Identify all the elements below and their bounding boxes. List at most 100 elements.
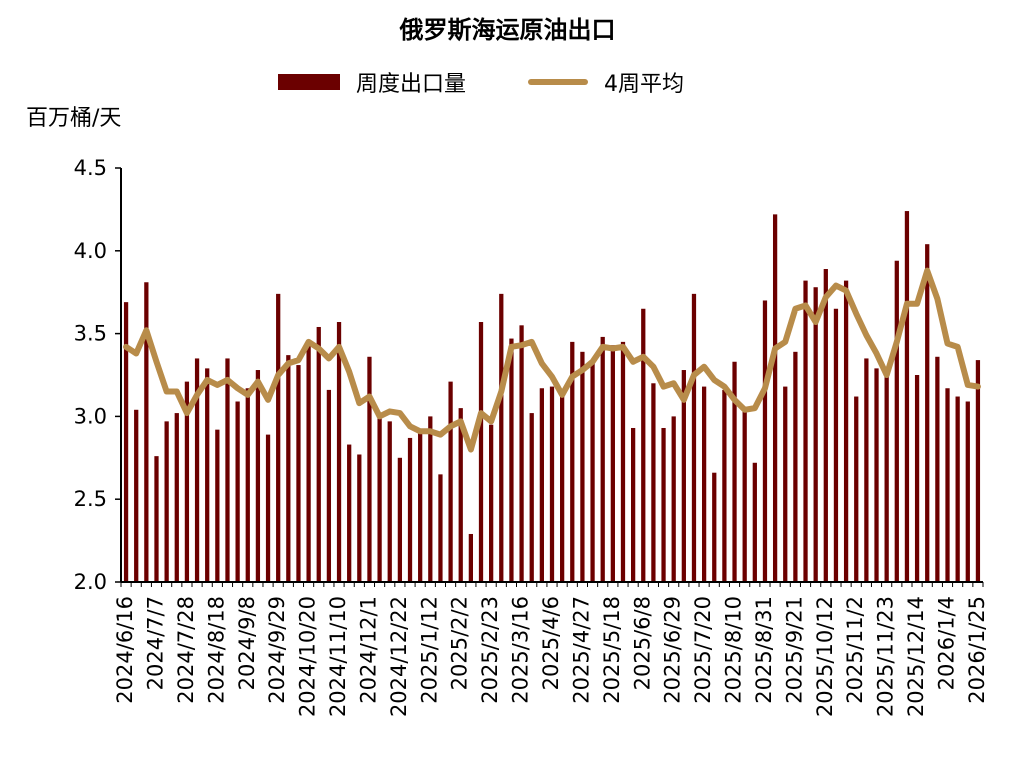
bar <box>539 388 544 582</box>
bar <box>134 409 139 582</box>
bar <box>793 351 798 582</box>
x-tick-label: 2025/2/23 <box>478 596 502 704</box>
x-tick-label: 2024/12/1 <box>356 596 380 704</box>
x-tick-label: 2025/12/14 <box>904 596 928 717</box>
x-tick-label: 2025/6/29 <box>661 596 685 704</box>
bar <box>387 421 392 582</box>
bar <box>174 413 179 582</box>
x-tick-label: 2025/5/18 <box>600 596 624 704</box>
bar <box>448 381 453 582</box>
bar <box>316 326 321 582</box>
legend-item-avg: 4周平均 <box>528 66 684 98</box>
bar <box>620 341 626 582</box>
bar <box>864 358 869 582</box>
bar <box>509 338 514 582</box>
bar <box>691 293 697 582</box>
y-tick-label: 3.5 <box>74 322 107 346</box>
bar <box>651 383 656 582</box>
x-tick-label: 2024/7/7 <box>143 596 167 690</box>
bar <box>255 370 261 582</box>
x-tick-label: 2025/9/21 <box>782 596 806 704</box>
bar <box>661 427 666 582</box>
series-line-4wk-avg <box>123 267 981 453</box>
legend-item-weekly: 周度出口量 <box>278 66 466 98</box>
x-tick-label: 2025/8/10 <box>722 596 746 704</box>
y-tick-label: 2.0 <box>74 570 107 594</box>
legend-label-weekly: 周度出口量 <box>356 72 467 97</box>
x-tick-label: 2026/1/25 <box>965 596 989 704</box>
x-tick-label: 2025/4/27 <box>569 596 593 704</box>
bar <box>225 358 230 582</box>
bar <box>326 389 332 582</box>
y-tick-label: 4.0 <box>74 239 107 263</box>
bar <box>164 421 169 582</box>
bar <box>245 388 250 582</box>
bar <box>357 454 362 582</box>
legend: 周度出口量 4周平均 <box>278 66 684 98</box>
x-tick-label: 2025/7/20 <box>691 596 715 704</box>
bar <box>681 370 686 582</box>
bar <box>570 341 575 582</box>
bar <box>884 370 889 582</box>
bar <box>671 416 676 582</box>
bar <box>519 325 524 582</box>
x-tick-label: 2025/4/6 <box>539 596 563 690</box>
bar <box>610 345 615 582</box>
bar <box>235 401 240 582</box>
x-tick-label: 2025/2/2 <box>448 596 472 690</box>
bar <box>843 280 849 582</box>
bar <box>813 287 818 582</box>
bar <box>144 282 149 582</box>
bar <box>712 472 717 582</box>
bar <box>468 533 473 582</box>
x-tick-label: 2025/8/31 <box>752 596 776 704</box>
bar <box>925 244 930 582</box>
bar <box>600 336 605 582</box>
x-tick-label: 2024/6/16 <box>113 596 137 704</box>
bar <box>742 408 747 582</box>
x-tick-label: 2024/8/18 <box>204 596 228 704</box>
bar <box>560 396 565 582</box>
x-tick-label: 2025/11/23 <box>874 596 898 717</box>
x-tick-label: 2024/7/28 <box>174 596 198 704</box>
x-tick-label: 2024/12/22 <box>387 596 411 717</box>
bar <box>894 260 899 582</box>
bar <box>306 340 311 582</box>
bar <box>123 302 129 582</box>
bar <box>580 351 585 582</box>
bar <box>641 308 646 582</box>
x-tick-label: 2024/10/20 <box>296 596 320 717</box>
bar <box>499 293 504 582</box>
x-tick-label: 2025/1/12 <box>417 596 441 704</box>
bar <box>874 368 879 582</box>
bar <box>205 368 210 582</box>
bar <box>975 360 981 582</box>
bar <box>407 437 413 582</box>
bar <box>762 300 768 582</box>
x-tick-label: 2026/1/4 <box>935 596 959 690</box>
x-tick-label: 2025/11/2 <box>843 596 867 704</box>
bar <box>367 356 372 582</box>
bar <box>965 401 970 582</box>
bar <box>438 474 443 582</box>
bar <box>397 457 403 582</box>
x-tick-label: 2025/10/12 <box>813 596 837 717</box>
y-tick-label: 3.0 <box>74 404 107 428</box>
bar <box>418 432 423 582</box>
bar <box>489 424 494 582</box>
y-axis-unit-label: 百万桶/天 <box>26 106 122 131</box>
bar <box>935 356 940 582</box>
bar <box>722 389 727 582</box>
bar <box>286 355 291 582</box>
bar <box>783 386 788 582</box>
bar <box>823 269 828 582</box>
bar <box>529 413 534 582</box>
bar <box>478 322 484 582</box>
legend-label-avg: 4周平均 <box>604 72 685 97</box>
bar <box>732 361 737 582</box>
x-tick-label: 2025/3/16 <box>509 596 533 704</box>
bar <box>833 308 839 582</box>
bar <box>752 462 757 582</box>
bar <box>276 293 281 582</box>
x-tick-label: 2024/9/8 <box>235 596 259 690</box>
